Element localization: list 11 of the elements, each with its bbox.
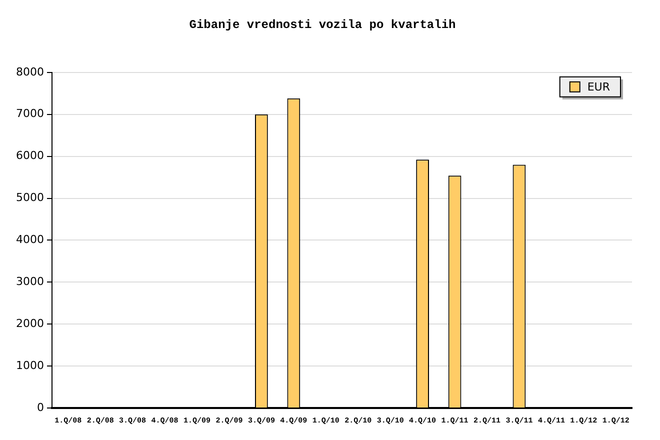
y-tick-label: 7000 [16,107,44,120]
chart-title: Gibanje vrednosti vozila po kvartalih [189,18,456,32]
y-tick-label: 8000 [16,65,44,78]
y-tick-label: 0 [36,400,44,414]
y-tick-label: 4000 [16,233,44,246]
y-tick-label: 6000 [16,149,44,162]
y-tick-label: 2000 [16,316,44,330]
legend-label: EUR [587,80,610,94]
y-tick-label: 3000 [16,275,44,288]
y-tick-label: 1000 [16,358,44,372]
y-tick-label: 5000 [16,191,44,204]
